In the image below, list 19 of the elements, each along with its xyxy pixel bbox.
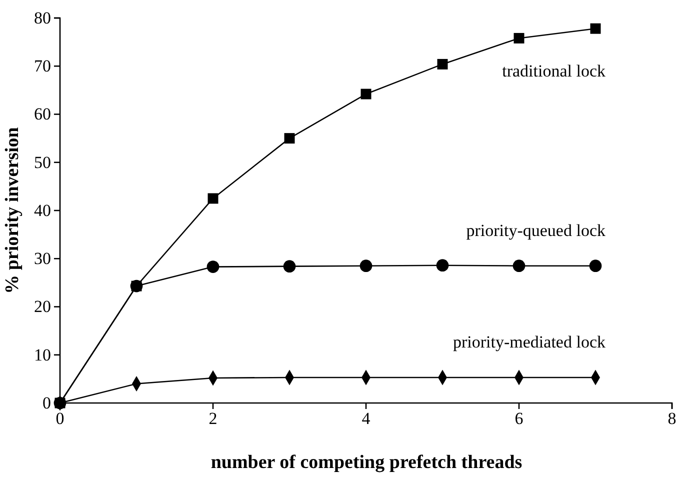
- y-tick-label: 50: [34, 152, 51, 172]
- y-tick-label: 0: [42, 393, 51, 412]
- x-tick-label: 2: [208, 409, 218, 428]
- y-axis-title: % priority inversion: [2, 126, 23, 294]
- y-tick-label: 80: [34, 8, 51, 28]
- y-tick-label: 10: [34, 345, 51, 364]
- y-tick-label: 20: [34, 297, 51, 316]
- y-tick-label: 70: [34, 56, 51, 76]
- y-tick-label: 40: [34, 200, 51, 220]
- x-tick-label: 8: [668, 409, 676, 428]
- series-label: traditional lock: [502, 62, 606, 81]
- x-tick-label: 6: [514, 409, 524, 428]
- series-label: priority-queued lock: [466, 220, 606, 240]
- y-tick-label: 30: [34, 249, 51, 268]
- x-tick-label: 4: [362, 409, 371, 428]
- x-tick-label: 0: [56, 409, 64, 428]
- x-axis-title: number of competing prefetch threads: [210, 452, 522, 473]
- y-tick-label: 60: [34, 104, 51, 124]
- series-label: priority-mediated lock: [453, 332, 606, 352]
